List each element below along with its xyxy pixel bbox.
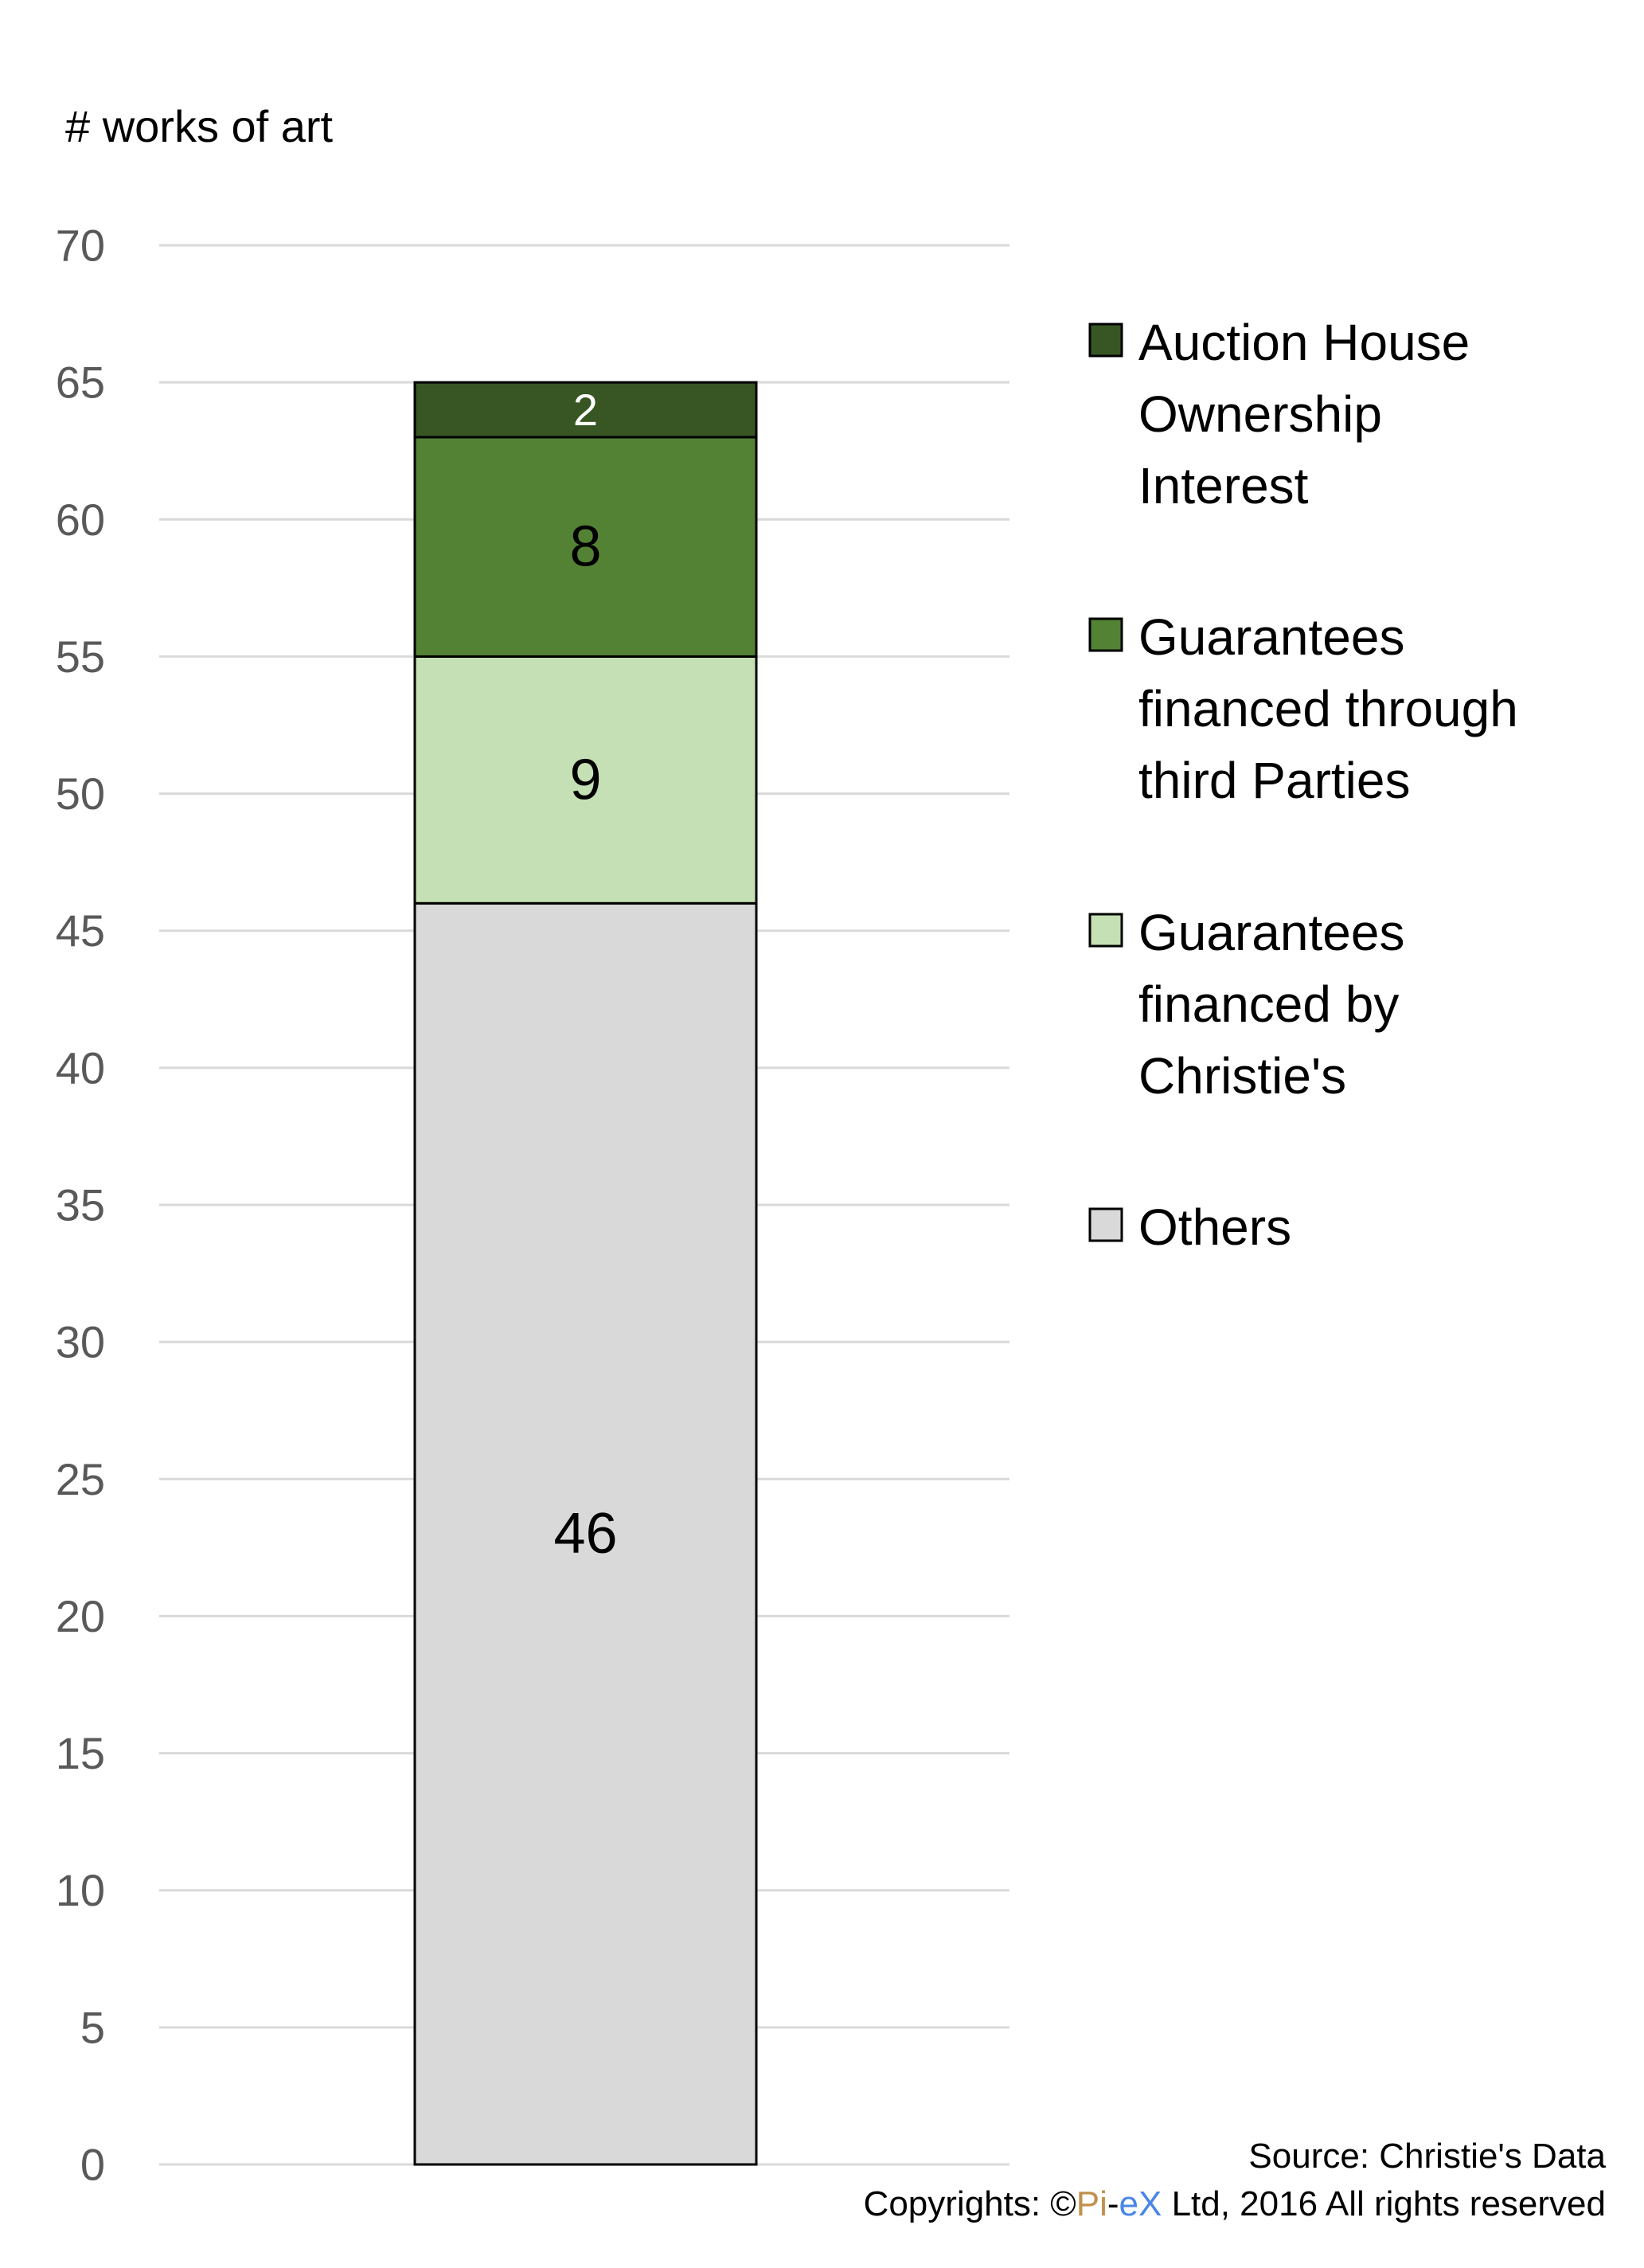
y-tick-label: 55 [56, 632, 105, 682]
bar-segment [413, 655, 758, 905]
y-tick-label: 45 [56, 905, 105, 956]
y-axis-ticks: 0 5 10 15 20 25 30 35 40 45 50 55 60 65 70 [56, 221, 105, 2190]
y-axis-label: # works of art [65, 101, 334, 151]
bar-segment-label: 2 [573, 385, 598, 435]
legend-label: financed through [1138, 680, 1518, 737]
legend-swatch [1088, 323, 1123, 358]
y-tick-label: 50 [56, 768, 105, 819]
bar-segment-label: 9 [569, 748, 601, 811]
y-tick-label: 60 [56, 495, 105, 545]
y-tick-label: 25 [56, 1454, 105, 1504]
brand-pi: Pi [1076, 2184, 1107, 2223]
legend-label: Auction House [1138, 314, 1470, 371]
y-tick-label: 10 [56, 1865, 105, 1915]
copyright-suffix: Ltd, 2016 All rights reserved [1162, 2184, 1606, 2223]
y-tick-label: 5 [80, 2002, 105, 2052]
copyright-prefix: Copyrights: © [863, 2184, 1076, 2223]
legend-label: Guarantees [1138, 904, 1404, 961]
legend-label: Ownership [1138, 385, 1382, 443]
brand-dash: - [1107, 2184, 1119, 2223]
legend-swatch [1088, 1207, 1123, 1242]
y-tick-label: 30 [56, 1317, 105, 1367]
y-tick-label: 65 [56, 358, 105, 408]
y-tick-label: 20 [56, 1591, 105, 1641]
bar-segment [413, 436, 758, 658]
legend-label: Interest [1138, 457, 1309, 514]
legend-label: Guarantees [1138, 608, 1404, 666]
source-note: Source: Christie's Data [1248, 2137, 1606, 2176]
y-tick-label: 70 [56, 221, 105, 271]
bar-segment [413, 381, 758, 439]
legend-label: financed by [1138, 976, 1399, 1033]
bar-segment [413, 901, 758, 2166]
legend-swatch [1088, 617, 1123, 652]
copyright-note: Copyrights: ©Pi-eX Ltd, 2016 All rights … [864, 2184, 1606, 2224]
bar-stack: 46 9 8 2 [413, 381, 758, 2166]
legend: Auction House Ownership Interest Guarantees… [1088, 314, 1518, 1256]
brand-ex: eX [1119, 2184, 1162, 2223]
legend-label: Others [1138, 1199, 1291, 1256]
legend-label: Christie's [1138, 1047, 1346, 1105]
y-tick-label: 0 [80, 2140, 105, 2190]
y-tick-label: 40 [56, 1042, 105, 1093]
legend-label: third Parties [1138, 752, 1410, 809]
bar-segment-label: 46 [553, 1502, 617, 1566]
bar-segment-label: 8 [569, 515, 601, 579]
legend-swatch [1088, 913, 1123, 948]
y-tick-label: 35 [56, 1180, 105, 1230]
y-tick-label: 15 [56, 1728, 105, 1778]
